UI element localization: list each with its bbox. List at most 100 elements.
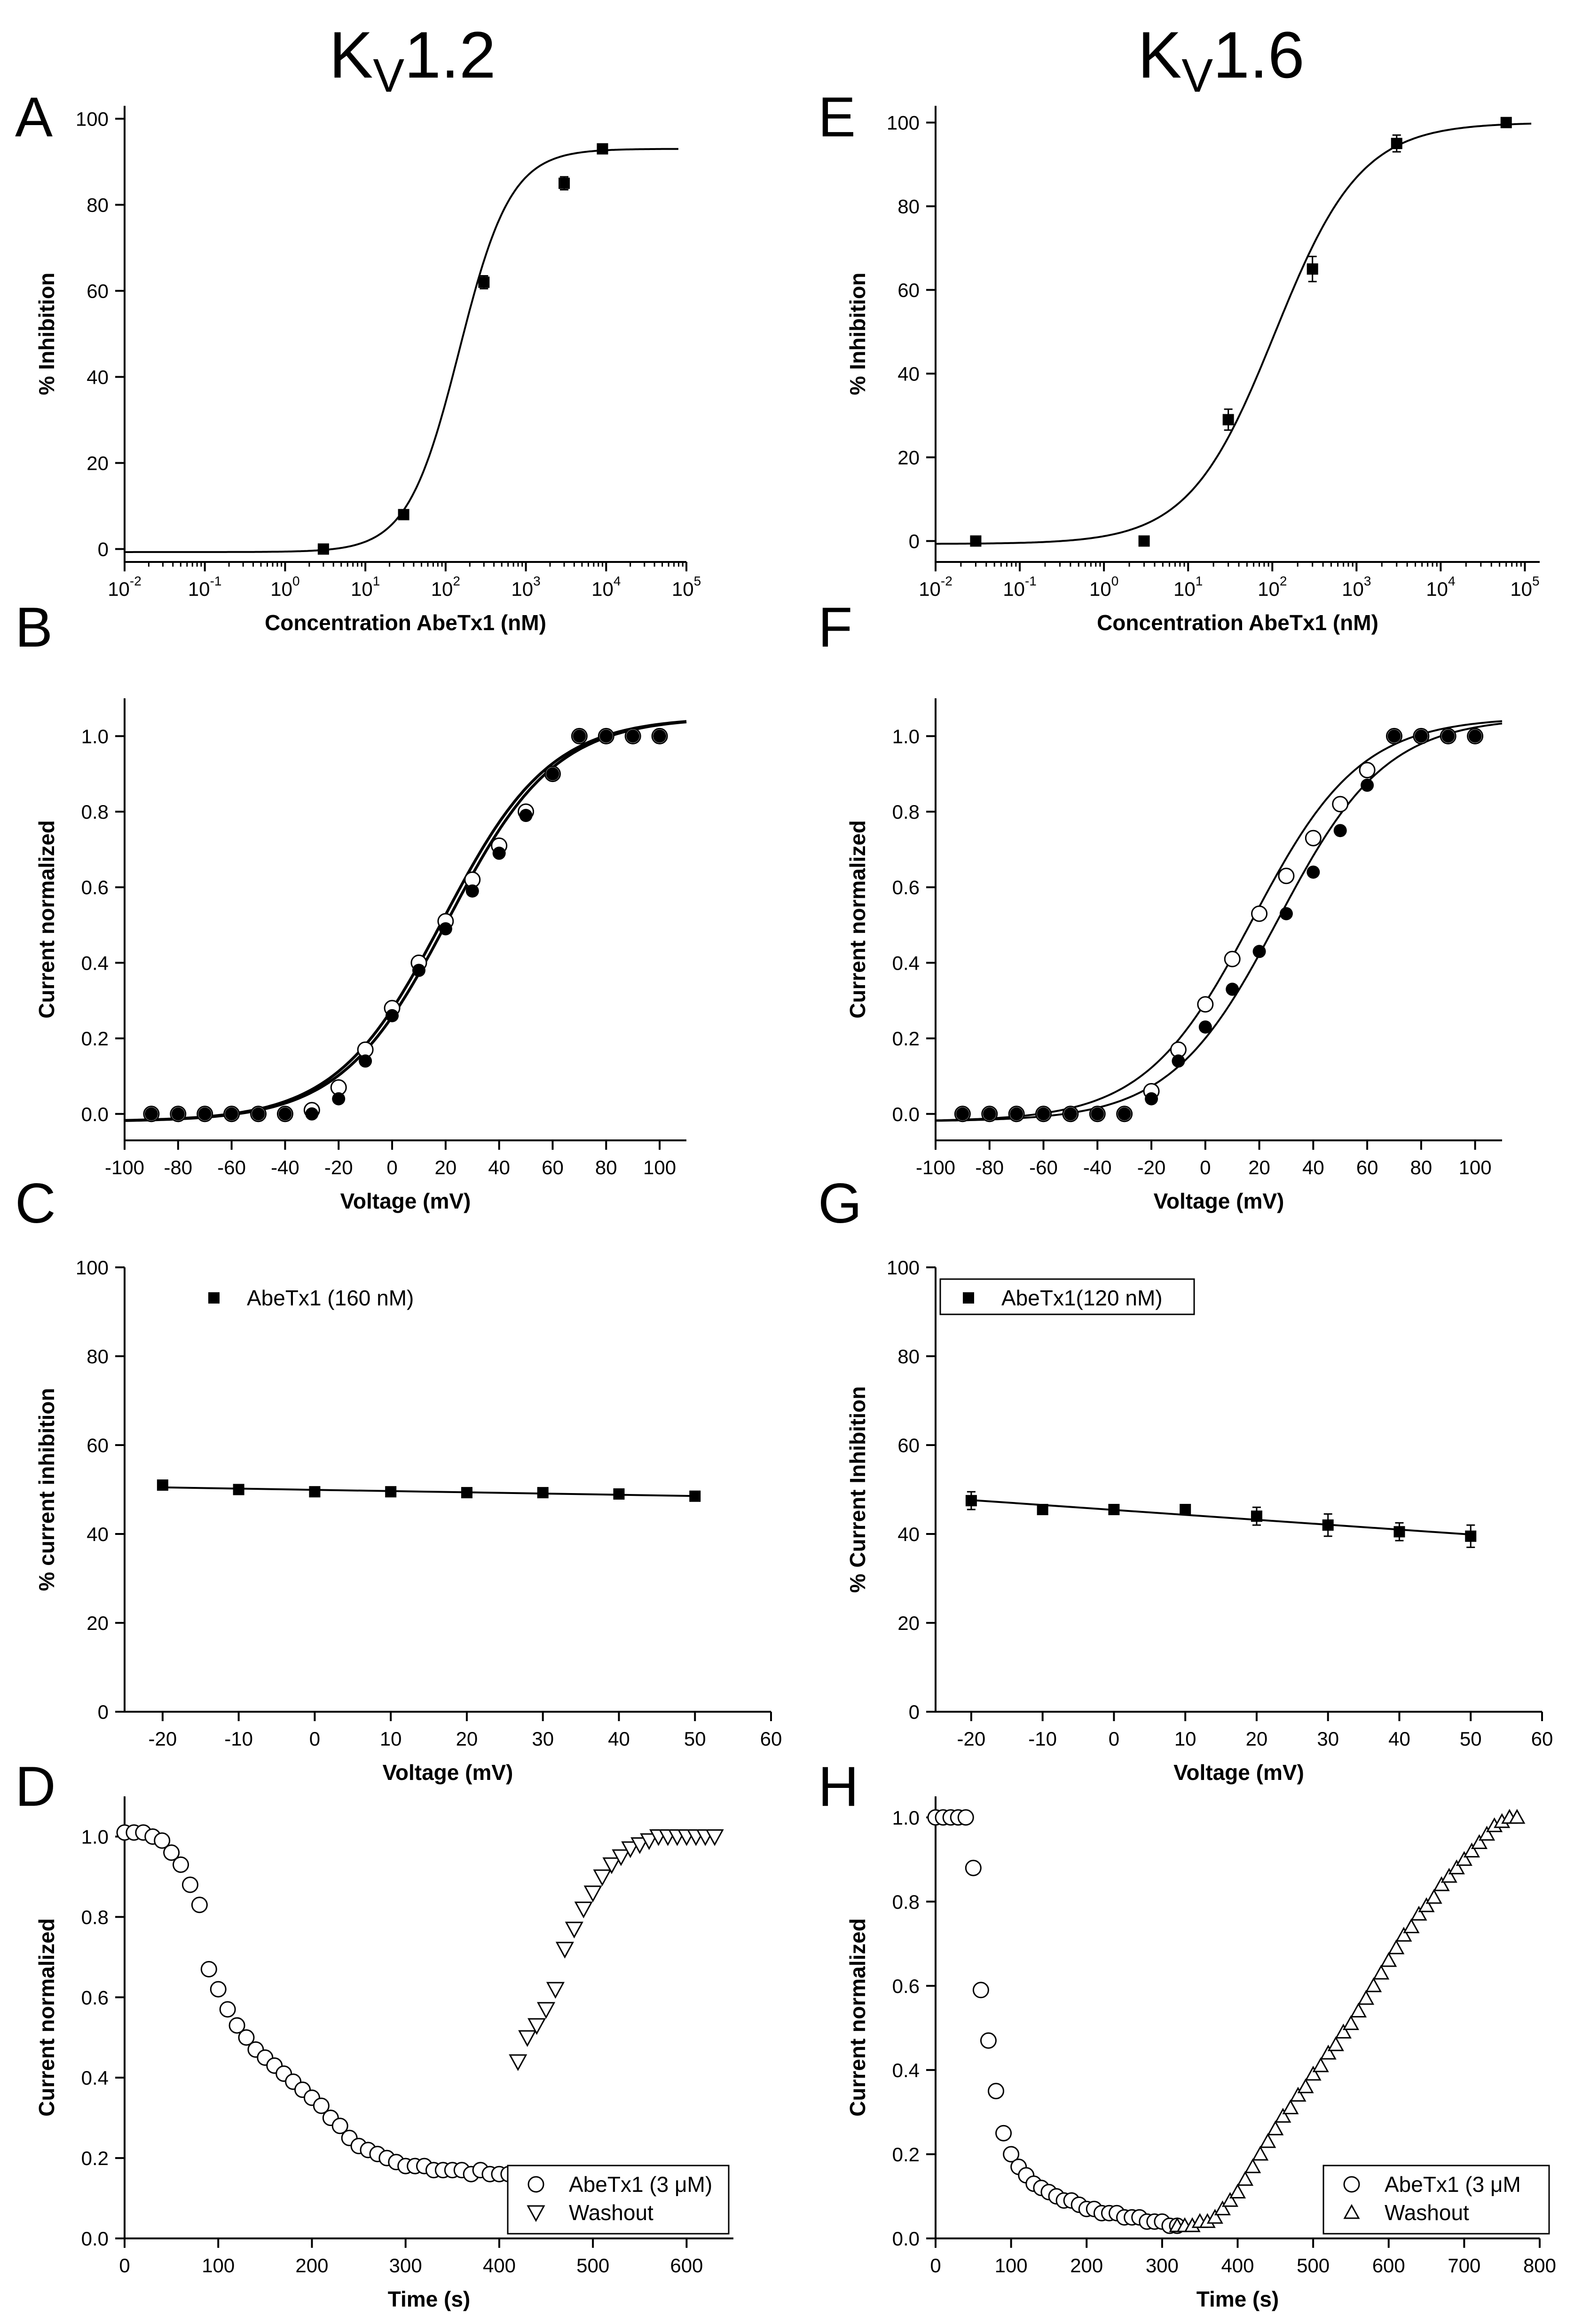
panel-e-x-tick-base: 10 xyxy=(1342,578,1364,600)
panel-b-y-tick-label: 0.2 xyxy=(81,1028,109,1050)
panel-a-data-point xyxy=(559,177,570,189)
panel-letter-h: H xyxy=(818,1755,859,1818)
panel-h-data-point xyxy=(1471,1834,1488,1849)
panel-c-x-tick-label: -20 xyxy=(149,1728,177,1750)
column-title-kv16-main: K xyxy=(1138,18,1181,92)
panel-a-x-tick-label: 101 xyxy=(351,574,380,600)
panel-e-x-tick-base: 10 xyxy=(1258,578,1280,600)
panel-d-data-point xyxy=(181,1876,198,1893)
panel-e-x-axis-label: Concentration AbeTx1 (nM) xyxy=(1097,610,1378,635)
panel-f-x-tick-label: -100 xyxy=(916,1156,955,1178)
panel-h-x-tick-label: 600 xyxy=(1372,2254,1405,2277)
panel-e-x-tick-exponent: 4 xyxy=(1448,574,1456,588)
panel-d-x-tick-label: 600 xyxy=(670,2254,703,2277)
panel-f-x-tick-label: 40 xyxy=(1302,1156,1324,1178)
panel-h-chart: 0 100 200 300 400 500 600 700 800 0.0 0.2 0.4 0.6 0.8… xyxy=(845,1796,1556,2311)
panel-d-data-point xyxy=(313,2097,330,2114)
panel-h-data-point xyxy=(995,2125,1012,2142)
panel-h-data-point xyxy=(1221,2192,1238,2207)
panel-e-x-tick-label: 10-1 xyxy=(1003,574,1037,600)
panel-d-x-tick-label: 200 xyxy=(295,2254,328,2277)
column-title-kv12-suffix: 1.2 xyxy=(404,18,496,92)
panel-c-data-point xyxy=(689,1490,701,1502)
panel-h-data-point xyxy=(1229,2183,1246,2199)
panel-h-data-point xyxy=(1403,1918,1420,1934)
panel-f-data-point xyxy=(1091,1107,1104,1121)
panel-h-data-point xyxy=(1003,2146,1020,2163)
panel-h-data-point xyxy=(980,2032,997,2049)
panel-e-x-tick-base: 10 xyxy=(1426,578,1448,600)
panel-b-data-point xyxy=(653,729,667,743)
panel-g-x-tick-label: 20 xyxy=(1246,1728,1268,1750)
panel-b-data-point xyxy=(599,729,613,743)
panel-h-data-point xyxy=(1206,2209,1223,2224)
panel-b-data-point xyxy=(332,1092,346,1106)
panel-b-y-axis-label: Current normalized xyxy=(34,820,59,1019)
panel-h-data-point xyxy=(957,1809,974,1826)
panel-g-data-point xyxy=(1108,1504,1120,1516)
panel-a-data-point xyxy=(478,277,490,288)
panel-g-data-point xyxy=(1037,1504,1048,1516)
panel-c-x-tick-label: 60 xyxy=(760,1728,782,1750)
panel-f-y-tick-label: 0.0 xyxy=(892,1103,920,1125)
panel-d-x-tick-label: 0 xyxy=(119,2254,130,2277)
panel-g-legend-label: AbeTx1(120 nM) xyxy=(1001,1286,1163,1310)
panel-d-data-point xyxy=(621,1841,640,1858)
panel-h-x-tick-label: 300 xyxy=(1146,2254,1179,2277)
panel-h-data-point xyxy=(972,1982,989,1999)
panel-h-data-point xyxy=(1448,1859,1465,1874)
panel-a-x-tick-exponent: 5 xyxy=(694,574,701,588)
panel-f-data-point xyxy=(1307,865,1320,879)
panel-f-data-point xyxy=(1332,796,1349,813)
panel-b-data-point xyxy=(386,1009,399,1022)
panel-d-x-tick-label: 400 xyxy=(483,2254,516,2277)
panel-f-data-point xyxy=(1063,1107,1077,1121)
panel-e-y-tick-label: 100 xyxy=(887,112,920,134)
panel-c-data-point xyxy=(385,1486,397,1498)
panel-g-data-point xyxy=(1465,1530,1477,1542)
panel-b-x-tick-label: 20 xyxy=(434,1156,457,1178)
panel-f-data-point xyxy=(1226,982,1239,996)
panel-a-x-tick-label: 100 xyxy=(270,574,299,600)
panel-b-x-tick-label: 0 xyxy=(386,1156,397,1178)
panel-h-y-tick-label: 0.4 xyxy=(892,2059,920,2081)
panel-a-x-tick-base: 10 xyxy=(351,578,373,600)
panel-h-y-tick-label: 0.6 xyxy=(892,1975,920,1997)
panel-g-data-point xyxy=(1322,1519,1334,1531)
panel-b-y-tick-label: 0.8 xyxy=(81,801,109,823)
panel-d-data-point xyxy=(331,2118,348,2134)
column-title-kv16-suffix: 1.6 xyxy=(1213,18,1305,92)
panel-f-x-tick-label: 0 xyxy=(1200,1156,1211,1178)
panel-h-y-tick-label: 0.2 xyxy=(892,2143,920,2166)
panel-f-x-tick-label: 60 xyxy=(1356,1156,1378,1178)
panel-a-x-tick-label: 10-1 xyxy=(188,574,222,600)
panel-b-x-tick-label: -60 xyxy=(217,1156,246,1178)
panel-e-x-tick-exponent: 0 xyxy=(1111,574,1119,588)
panel-letter-f: F xyxy=(818,596,852,659)
panel-g-data-point xyxy=(1393,1526,1405,1538)
panel-f-data-point xyxy=(1118,1107,1131,1121)
panel-c-data-point xyxy=(461,1487,472,1499)
panel-d-y-tick-label: 1.0 xyxy=(81,1826,109,1848)
panel-d-legend-marker xyxy=(527,2205,545,2222)
panel-c-data-point xyxy=(537,1487,549,1499)
panel-f-fit-curve-1 xyxy=(935,722,1503,1122)
panel-b-y-tick-label: 0.6 xyxy=(81,877,109,899)
panel-c-y-tick-label: 60 xyxy=(87,1434,109,1456)
panel-b-data-point xyxy=(546,767,559,781)
panel-letter-e: E xyxy=(818,86,856,149)
panel-a-x-tick-exponent: -2 xyxy=(130,574,142,588)
column-title-kv12-sub: V xyxy=(373,49,404,102)
panel-f-x-tick-label: -40 xyxy=(1083,1156,1112,1178)
panel-b-x-tick-label: 100 xyxy=(643,1156,676,1178)
panel-c-x-axis-label: Voltage (mV) xyxy=(383,1760,513,1785)
panel-d-data-point xyxy=(527,2018,546,2035)
panel-a-y-tick-label: 40 xyxy=(87,366,109,388)
panel-h-data-point xyxy=(1237,2171,1254,2186)
panel-g-data-point xyxy=(1251,1510,1262,1522)
panel-c-y-tick-label: 0 xyxy=(98,1701,109,1723)
panel-f-data-point xyxy=(1361,778,1374,792)
panel-e-data-point xyxy=(1500,117,1512,128)
panel-a-x-tick-base: 10 xyxy=(591,578,614,600)
